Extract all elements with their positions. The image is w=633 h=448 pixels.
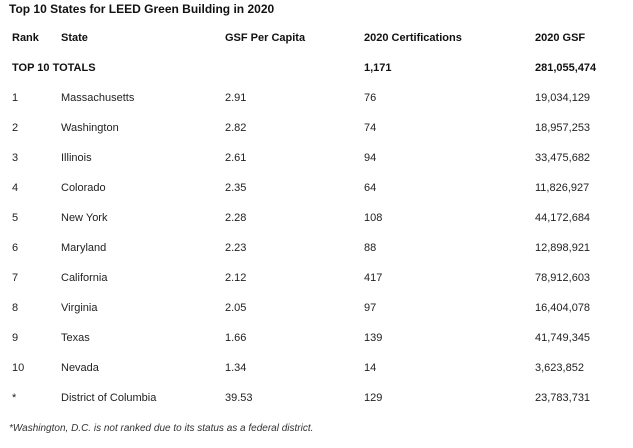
cell-certifications: 76 xyxy=(364,92,377,104)
table-row: 6 Maryland 2.23 88 12,898,921 xyxy=(0,233,633,263)
cell-state: Virginia xyxy=(61,302,98,314)
footnote: *Washington, D.C. is not ranked due to i… xyxy=(9,423,314,434)
leed-states-table: Rank State GSF Per Capita 2020 Certifica… xyxy=(0,23,633,413)
table-row: 3 Illinois 2.61 94 33,475,682 xyxy=(0,143,633,173)
cell-gsf-per-capita: 2.23 xyxy=(225,242,247,254)
cell-gsf: 12,898,921 xyxy=(535,242,591,254)
cell-rank: 1 xyxy=(12,92,19,104)
table-row: 9 Texas 1.66 139 41,749,345 xyxy=(0,323,633,353)
cell-gsf: 44,172,684 xyxy=(535,212,591,224)
cell-gsf: 23,783,731 xyxy=(535,392,591,404)
cell-gsf-per-capita: 2.61 xyxy=(225,152,247,164)
table-row: 4 Colorado 2.35 64 11,826,927 xyxy=(0,173,633,203)
cell-state: California xyxy=(61,272,108,284)
totals-row: TOP 10 TOTALS 1,171 281,055,474 xyxy=(0,53,633,83)
cell-certifications: 64 xyxy=(364,182,377,194)
cell-rank: 9 xyxy=(12,332,19,344)
header-certifications: 2020 Certifications xyxy=(364,32,462,44)
cell-gsf: 16,404,078 xyxy=(535,302,591,314)
cell-certifications: 139 xyxy=(364,332,383,344)
cell-gsf-per-capita: 1.66 xyxy=(225,332,247,344)
table-row: 2 Washington 2.82 74 18,957,253 xyxy=(0,113,633,143)
totals-label: TOP 10 TOTALS xyxy=(12,62,96,74)
table-row: 10 Nevada 1.34 14 3,623,852 xyxy=(0,353,633,383)
totals-certifications: 1,171 xyxy=(364,62,392,74)
cell-rank: * xyxy=(12,392,17,404)
cell-gsf-per-capita: 2.35 xyxy=(225,182,247,194)
cell-certifications: 129 xyxy=(364,392,383,404)
table-row: 5 New York 2.28 108 44,172,684 xyxy=(0,203,633,233)
table-row: 8 Virginia 2.05 97 16,404,078 xyxy=(0,293,633,323)
cell-gsf: 19,034,129 xyxy=(535,92,591,104)
cell-certifications: 14 xyxy=(364,362,377,374)
header-rank: Rank xyxy=(12,32,39,44)
cell-rank: 10 xyxy=(12,362,25,374)
cell-certifications: 97 xyxy=(364,302,377,314)
cell-certifications: 74 xyxy=(364,122,377,134)
cell-certifications: 108 xyxy=(364,212,383,224)
cell-rank: 4 xyxy=(12,182,19,194)
cell-state: Washington xyxy=(61,122,119,134)
cell-gsf: 78,912,603 xyxy=(535,272,591,284)
cell-state: Maryland xyxy=(61,242,107,254)
cell-gsf-per-capita: 2.12 xyxy=(225,272,247,284)
cell-state: New York xyxy=(61,212,108,224)
totals-gsf-per-capita xyxy=(225,53,364,83)
cell-gsf-per-capita: 2.82 xyxy=(225,122,247,134)
cell-certifications: 94 xyxy=(364,152,377,164)
header-row: Rank State GSF Per Capita 2020 Certifica… xyxy=(0,23,633,53)
cell-gsf: 41,749,345 xyxy=(535,332,591,344)
table-row: * District of Columbia 39.53 129 23,783,731 xyxy=(0,383,633,413)
cell-gsf-per-capita: 2.28 xyxy=(225,212,247,224)
header-state: State xyxy=(61,32,88,44)
cell-rank: 8 xyxy=(12,302,19,314)
cell-gsf: 11,826,927 xyxy=(535,182,590,194)
cell-certifications: 417 xyxy=(364,272,383,284)
table-row: 1 Massachusetts 2.91 76 19,034,129 xyxy=(0,83,633,113)
table-row: 7 California 2.12 417 78,912,603 xyxy=(0,263,633,293)
header-gsf: 2020 GSF xyxy=(535,32,586,44)
totals-gsf: 281,055,474 xyxy=(535,62,597,74)
cell-rank: 7 xyxy=(12,272,19,284)
table-title: Top 10 States for LEED Green Building in… xyxy=(9,2,275,16)
cell-state: Illinois xyxy=(61,152,92,164)
cell-gsf-per-capita: 2.05 xyxy=(225,302,247,314)
cell-gsf-per-capita: 1.34 xyxy=(225,362,247,374)
cell-gsf: 18,957,253 xyxy=(535,122,591,134)
cell-rank: 5 xyxy=(12,212,19,224)
cell-state: Colorado xyxy=(61,182,106,194)
cell-rank: 2 xyxy=(12,122,19,134)
cell-gsf: 33,475,682 xyxy=(535,152,591,164)
cell-certifications: 88 xyxy=(364,242,377,254)
cell-rank: 3 xyxy=(12,152,19,164)
cell-rank: 6 xyxy=(12,242,19,254)
header-gsf-per-capita: GSF Per Capita xyxy=(225,32,306,44)
cell-state: Nevada xyxy=(61,362,99,374)
cell-gsf: 3,623,852 xyxy=(535,362,584,374)
cell-gsf-per-capita: 2.91 xyxy=(225,92,247,104)
cell-state: District of Columbia xyxy=(61,392,157,404)
cell-state: Texas xyxy=(61,332,90,344)
cell-gsf-per-capita: 39.53 xyxy=(225,392,253,404)
cell-state: Massachusetts xyxy=(61,92,135,104)
